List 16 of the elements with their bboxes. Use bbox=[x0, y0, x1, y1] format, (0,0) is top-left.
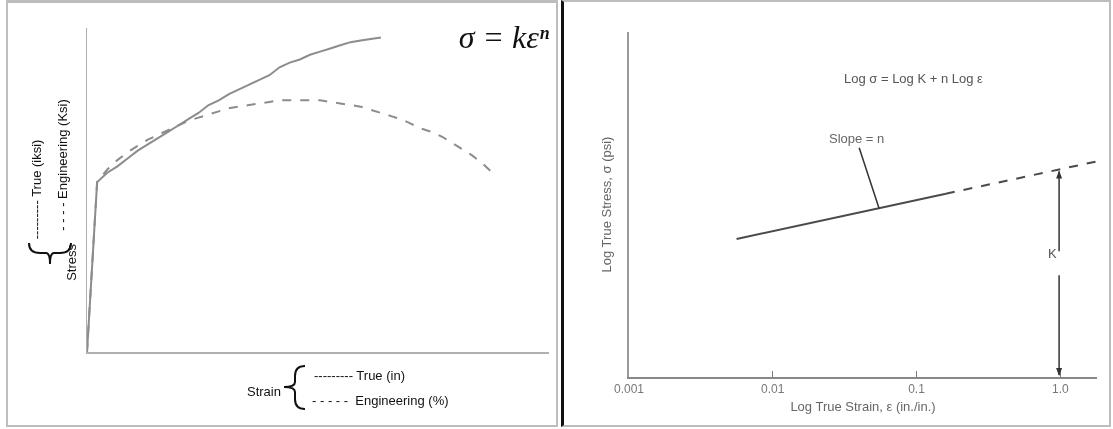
x-tick-label: 0.001 bbox=[613, 382, 645, 397]
chart-title: σ = kεⁿ bbox=[458, 19, 549, 56]
x-tick-label: 0.01 bbox=[761, 382, 785, 397]
x-tick-label: 1.0 bbox=[1051, 382, 1069, 397]
x-axis-title: Log True Strain, ε (in./in.) bbox=[790, 398, 936, 414]
text: - - - - - Engineering (%) bbox=[312, 393, 449, 408]
x-axis-title: Strain bbox=[247, 384, 281, 399]
x-tick-label: 0.1 bbox=[908, 382, 926, 397]
annotation: K bbox=[1048, 246, 1057, 261]
text: - - - - Engineering (Ksi) bbox=[54, 99, 70, 231]
y-axis-title: Log True Stress, σ (psi) bbox=[599, 136, 615, 273]
text: Log σ = Log K + n Log ε bbox=[844, 71, 984, 86]
text: --------- True (in) bbox=[314, 368, 405, 383]
y-axis-title: Stress bbox=[64, 243, 80, 281]
text: --------- True (iksi) bbox=[29, 139, 45, 240]
annotation: Slope = n bbox=[829, 131, 885, 146]
